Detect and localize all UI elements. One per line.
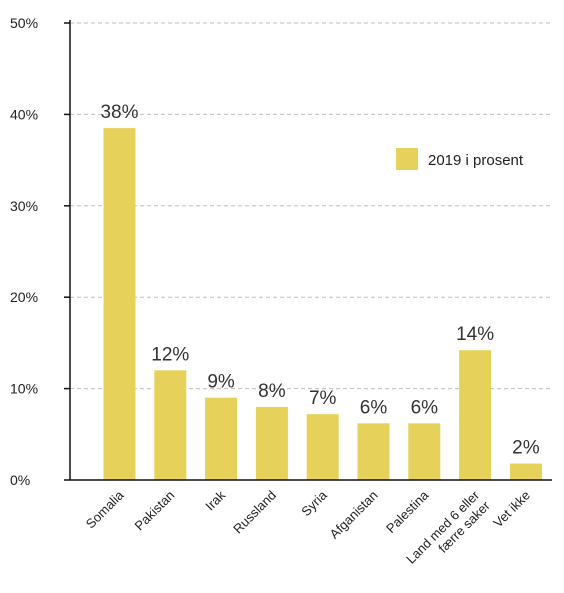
data-label: 38% xyxy=(100,102,138,123)
data-labels: 38% 12% 9% 8% 7% 6% 6% 14% 2% xyxy=(100,102,539,458)
bar xyxy=(255,406,288,480)
bar xyxy=(103,128,136,481)
y-tick-label: 10% xyxy=(10,381,38,397)
bar xyxy=(459,350,492,480)
category-label-line: Somalia xyxy=(83,487,127,531)
bar xyxy=(306,414,339,480)
category-label: Russland xyxy=(230,488,279,537)
category-label-line: Afganistan xyxy=(327,488,381,542)
category-label: Syria xyxy=(298,487,330,519)
bar xyxy=(205,397,238,480)
data-label: 8% xyxy=(258,381,286,402)
x-axis-labels: Somalia Pakistan Irak Russland SyriaAfganist… xyxy=(83,487,533,567)
category-label: Somalia xyxy=(83,487,127,531)
data-label: 9% xyxy=(207,372,235,393)
y-tick-label: 20% xyxy=(10,289,38,305)
y-axis-ticks: 0% 10% 20% 30% 40% 50% xyxy=(10,15,70,488)
category-label: Palestina xyxy=(383,487,432,536)
category-label: Irak xyxy=(202,487,228,513)
category-label: Afganistan xyxy=(327,488,381,542)
y-tick-label: 40% xyxy=(10,106,38,122)
bar xyxy=(408,423,441,480)
y-tick-label: 0% xyxy=(10,472,30,488)
data-label: 6% xyxy=(360,397,388,418)
data-label: 14% xyxy=(456,324,494,345)
legend-swatch xyxy=(396,148,418,170)
category-label-line: Irak xyxy=(202,487,228,513)
category-label-line: Vet ikke xyxy=(490,488,533,531)
y-tick-label: 50% xyxy=(10,15,38,31)
bar xyxy=(509,463,542,480)
legend: 2019 i prosent xyxy=(396,148,524,170)
category-label-line: Syria xyxy=(298,487,330,519)
data-label: 6% xyxy=(411,397,439,418)
data-label: 7% xyxy=(309,388,337,409)
category-label: Pakistan xyxy=(132,488,178,534)
category-label-line: Palestina xyxy=(383,487,432,536)
data-label: 12% xyxy=(151,344,189,365)
bars xyxy=(103,128,542,481)
category-label-line: Russland xyxy=(230,488,279,537)
category-label-line: Pakistan xyxy=(132,488,178,534)
data-label: 2% xyxy=(512,438,540,459)
legend-label: 2019 i prosent xyxy=(428,152,524,169)
bar xyxy=(154,370,187,480)
category-label: Vet ikke xyxy=(490,488,533,531)
y-tick-label: 30% xyxy=(10,198,38,214)
bar xyxy=(357,423,390,480)
